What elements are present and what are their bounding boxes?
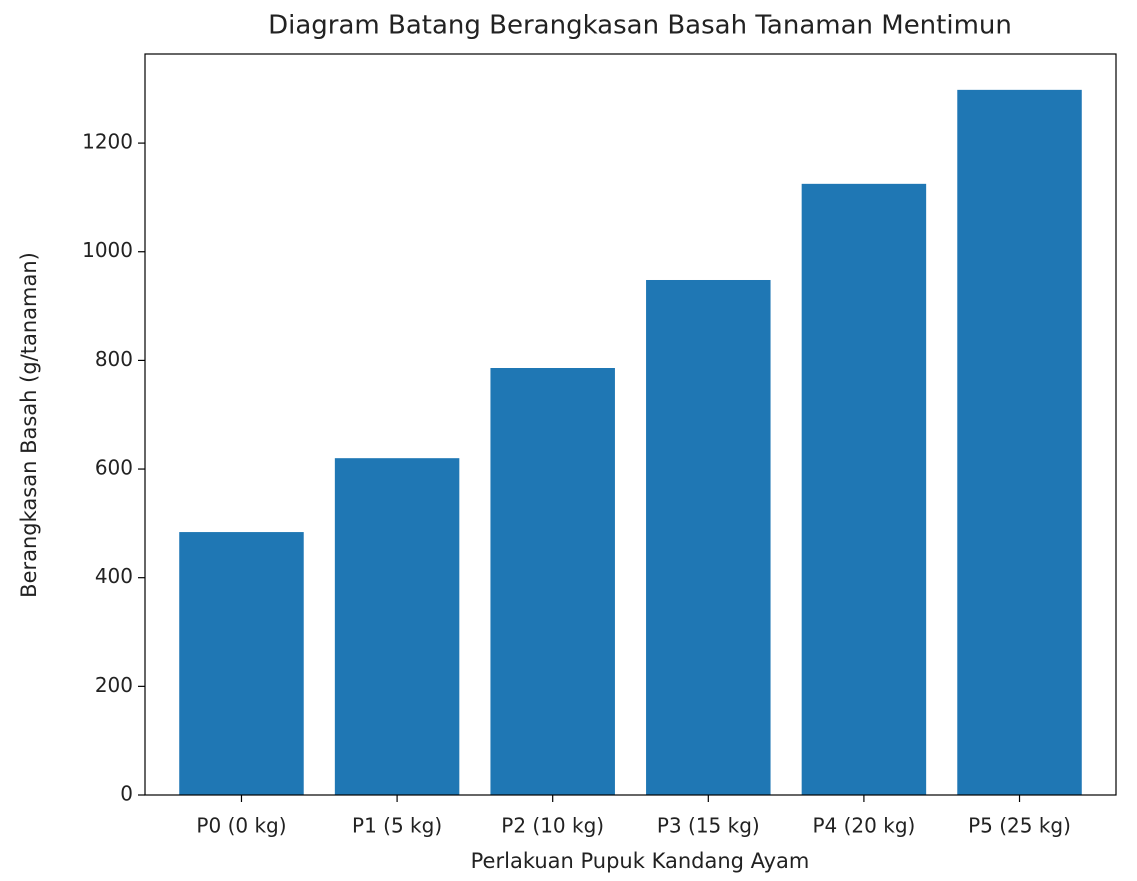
x-axis-label: Perlakuan Pupuk Kandang Ayam [471,849,810,873]
plot-frame [144,53,1117,796]
bar [646,279,771,795]
bar [957,89,1082,795]
x-tick-label: P4 (20 kg) [812,814,915,838]
y-tick-label: 400 [95,564,133,588]
y-tick-label: 1200 [82,130,133,154]
y-tick-label: 800 [95,347,133,371]
y-tick-label: 1000 [82,238,133,262]
x-tick-label: P0 (0 kg) [196,814,286,838]
bar [179,532,304,795]
bar [490,368,615,795]
chart-title: Diagram Batang Berangkasan Basah Tanaman… [268,11,1012,41]
bar [334,458,460,795]
y-tick-label: 200 [95,673,133,697]
y-tick-label: 600 [95,456,133,480]
y-tick-label: 0 [120,782,133,806]
bar [801,183,927,795]
x-tick-label: P5 (25 kg) [968,814,1071,838]
x-tick-label: P1 (5 kg) [352,814,442,838]
y-axis-label: Berangkasan Basah (g/tanaman) [17,252,41,598]
x-tick-label: P2 (10 kg) [501,814,604,838]
x-tick-label: P3 (15 kg) [657,814,760,838]
